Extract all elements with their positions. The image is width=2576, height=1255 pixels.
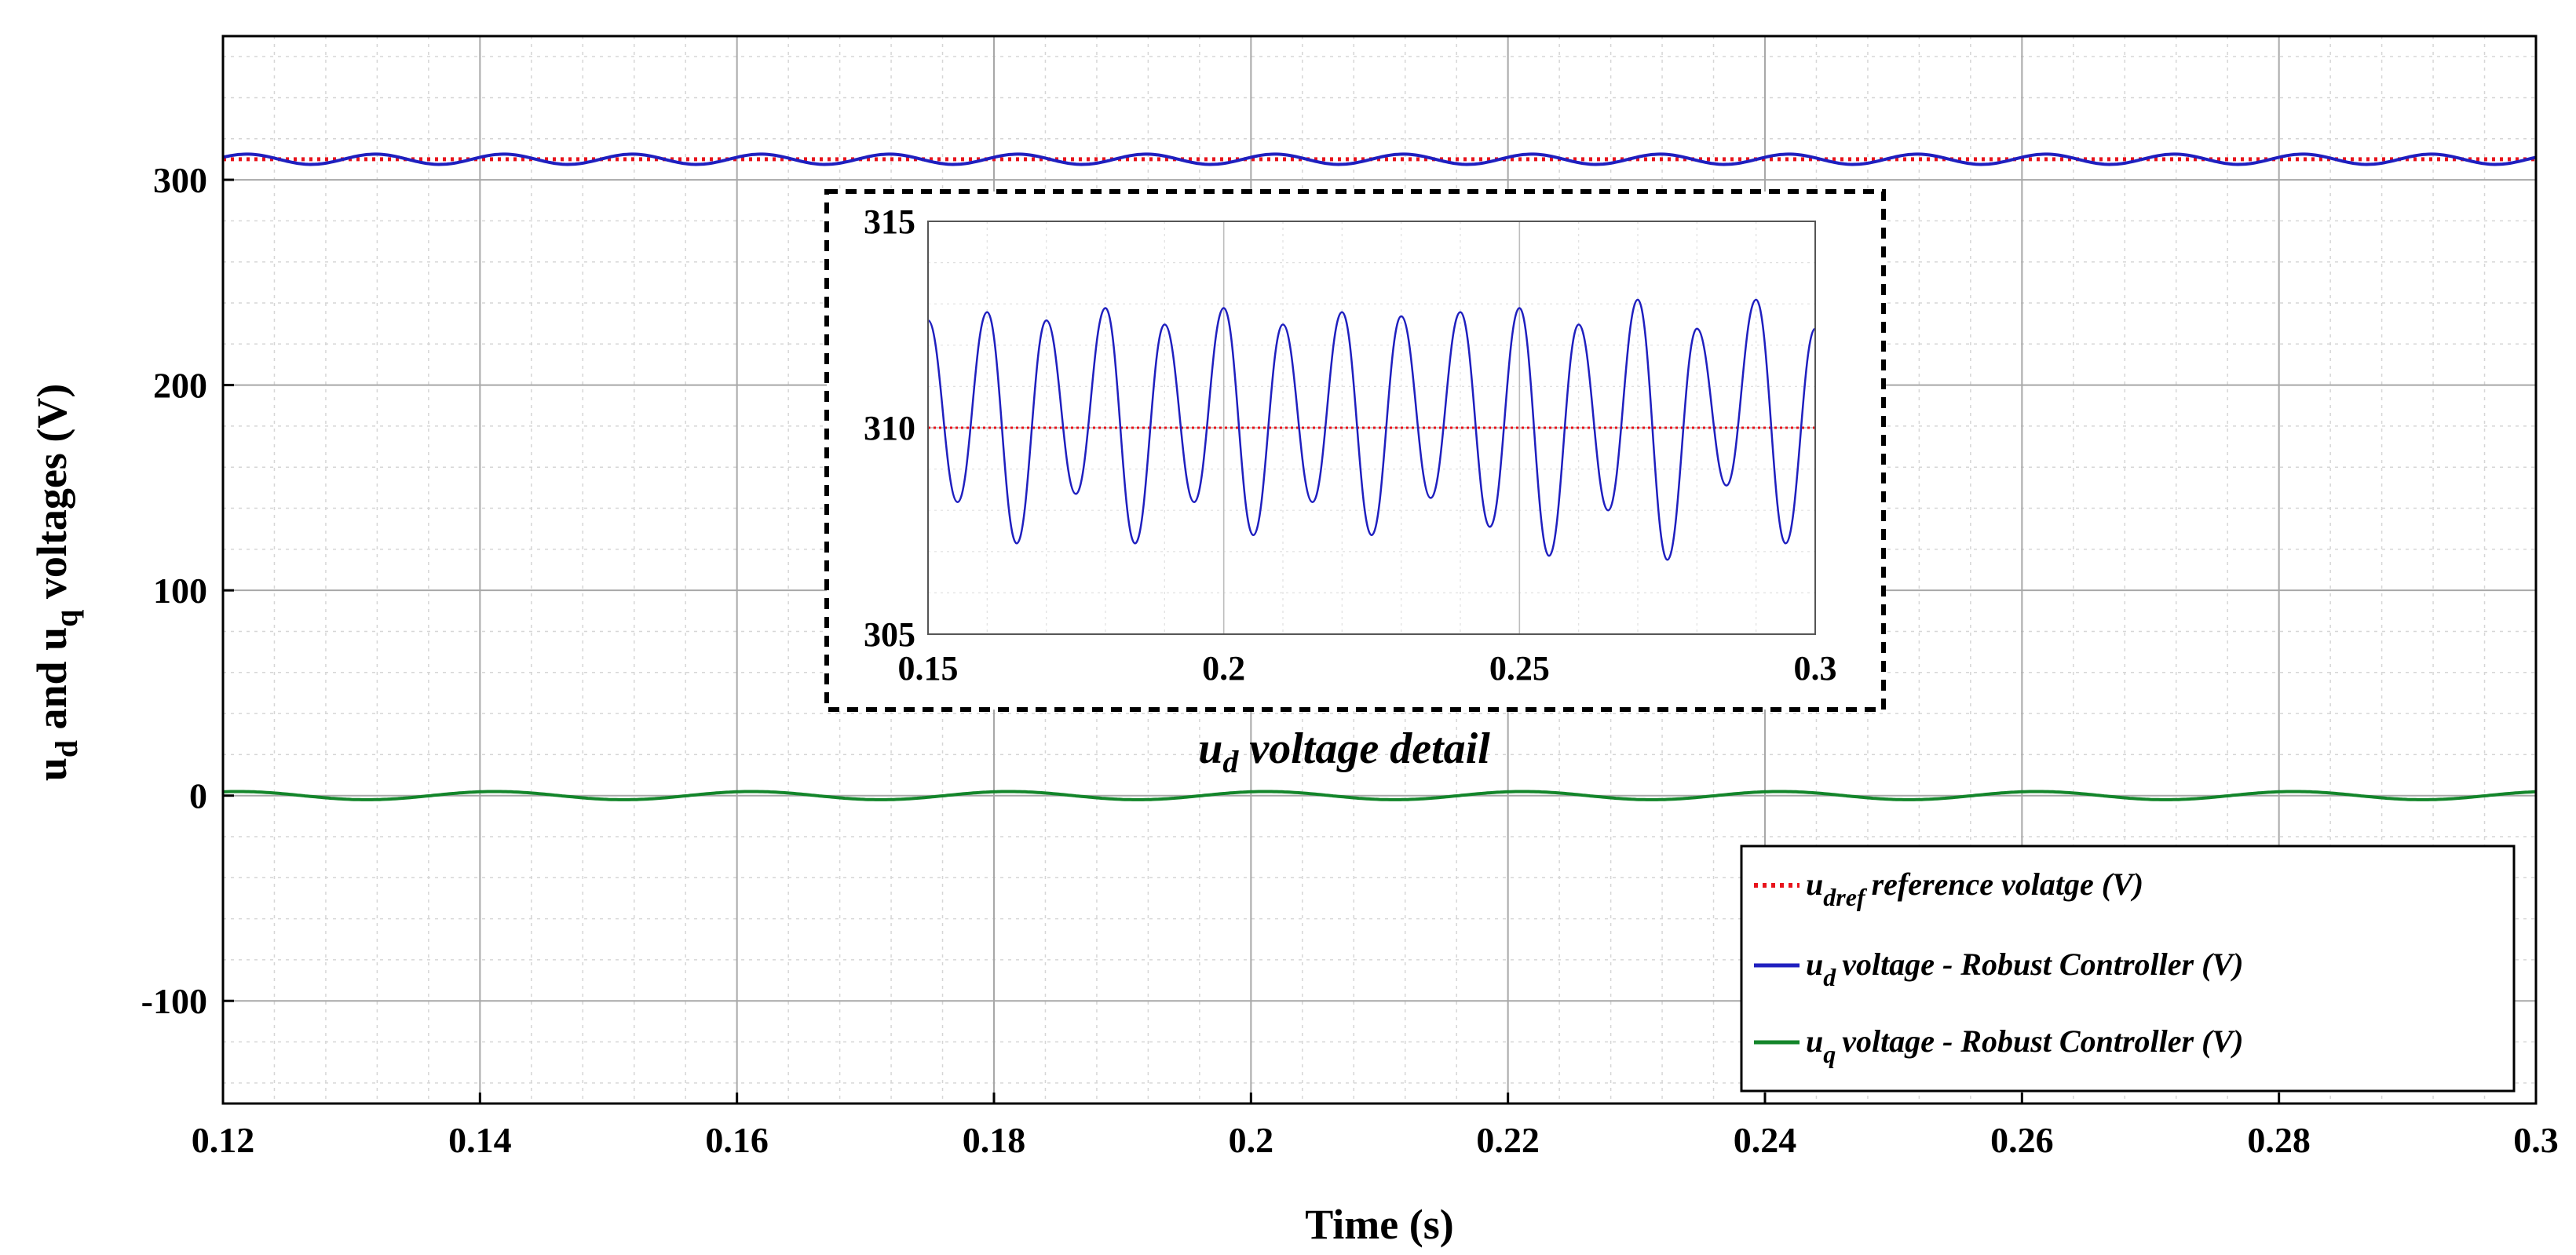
main-series <box>222 152 2537 801</box>
x-tick-label: 0.3 <box>2513 1120 2559 1160</box>
inset-ticks: 0.15 0.2 0.25 0.3 305 310 315 <box>864 202 1837 688</box>
x-tick-label: 0.16 <box>705 1120 769 1160</box>
y-tick-label: 300 <box>153 160 207 200</box>
x-tick-label: 0.12 <box>192 1120 255 1160</box>
x-tick-label: 0.28 <box>2247 1120 2311 1160</box>
inset-series-ud-line <box>926 298 1817 561</box>
inset-plot-frame <box>927 221 1816 635</box>
main-plot-frame <box>221 35 2538 1105</box>
inset-chart: 0.15 0.2 0.25 0.3 305 310 315 <box>824 189 1886 712</box>
legend-box <box>1740 845 2516 1093</box>
y-tick-label: -100 <box>141 981 207 1021</box>
y-tick-label: 200 <box>153 366 207 406</box>
x-tick-label: 0.2 <box>1229 1120 1274 1160</box>
x-tick-label: 0.18 <box>963 1120 1026 1160</box>
inset-x-tick-label: 0.15 <box>898 649 959 688</box>
legend-label-uq: uq voltage - Robust Controller (V) <box>1806 1023 2243 1068</box>
main-ticks: 0.12 0.14 0.16 0.18 0.2 0.22 0.24 0.26 0.28 0.3 -1… <box>141 160 2559 1160</box>
legend-entry-udref: udref reference volatge (V) <box>1754 866 2143 911</box>
legend-label-ud: ud voltage - Robust Controller (V) <box>1806 947 2243 991</box>
legend: udref reference volatge (V) ud voltage - R… <box>1740 845 2516 1093</box>
y-tick-label: 100 <box>153 571 207 611</box>
legend-label-udref: udref reference volatge (V) <box>1806 866 2143 911</box>
legend-entry-uq: uq voltage - Robust Controller (V) <box>1754 1023 2243 1068</box>
inset-title: ud voltage detail <box>1198 724 1490 779</box>
inset-y-tick-label: 310 <box>864 409 915 447</box>
x-tick-label: 0.14 <box>448 1120 512 1160</box>
inset-x-tick-label: 0.2 <box>1202 649 1245 688</box>
series-uq-line <box>222 790 2537 801</box>
x-tick-label: 0.22 <box>1476 1120 1540 1160</box>
x-tick-label: 0.24 <box>1734 1120 1797 1160</box>
inset-y-tick-label: 305 <box>864 615 915 654</box>
x-tick-label: 0.26 <box>1990 1120 2054 1160</box>
y-tick-label: 0 <box>189 776 207 816</box>
legend-entry-ud: ud voltage - Robust Controller (V) <box>1754 947 2243 991</box>
inset-y-tick-label: 315 <box>864 202 915 241</box>
inset-x-tick-label: 0.3 <box>1794 649 1837 688</box>
inset-x-tick-label: 0.25 <box>1489 649 1550 688</box>
y-axis-title: ud and uq voltages (V) <box>28 384 84 782</box>
x-axis-title: Time (s) <box>1305 1201 1453 1248</box>
series-ud-line <box>222 152 2537 166</box>
inset-series <box>926 298 1817 561</box>
